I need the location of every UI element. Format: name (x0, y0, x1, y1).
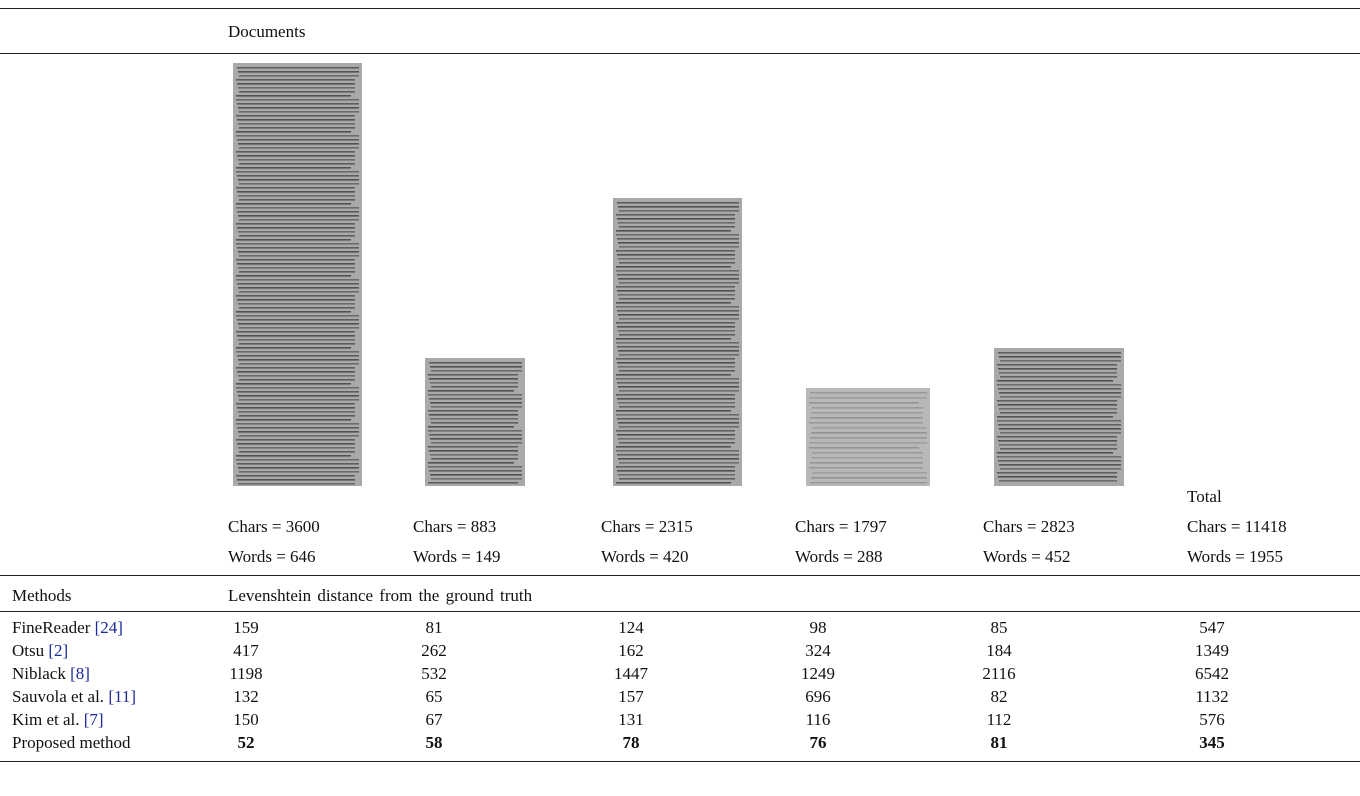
document-image (613, 198, 742, 486)
method-label: Proposed method (12, 733, 131, 752)
cell-value: 67 (394, 710, 474, 730)
rule (0, 575, 1360, 576)
document-image (425, 358, 525, 486)
rule (0, 8, 1360, 9)
doc-chars: Chars = 11418 (1187, 517, 1287, 537)
cell-value: 576 (1172, 710, 1252, 730)
cell-value: 131 (591, 710, 671, 730)
doc-words: Words = 452 (983, 547, 1071, 567)
method-label: Kim et al. (12, 710, 80, 729)
cell-value: 262 (394, 641, 474, 661)
cell-value: 124 (591, 618, 671, 638)
doc-words: Words = 646 (228, 547, 316, 567)
cell-value: 345 (1172, 733, 1252, 753)
method-label: Sauvola et al. (12, 687, 104, 706)
cell-value: 6542 (1172, 664, 1252, 684)
cell-value: 82 (959, 687, 1039, 707)
citation[interactable]: [8] (70, 664, 90, 683)
cell-value: 417 (206, 641, 286, 661)
cell-value: 116 (778, 710, 858, 730)
method-name: Otsu [2] (12, 641, 68, 661)
cell-value: 184 (959, 641, 1039, 661)
method-name: FineReader [24] (12, 618, 123, 638)
cell-value: 1249 (778, 664, 858, 684)
doc-words: Words = 288 (795, 547, 883, 567)
method-name: Sauvola et al. [11] (12, 687, 136, 707)
cell-value: 157 (591, 687, 671, 707)
page: Documents Total Methods Levenshtein dist… (0, 0, 1360, 796)
cell-value: 159 (206, 618, 286, 638)
cell-value: 76 (778, 733, 858, 753)
cell-value: 98 (778, 618, 858, 638)
metric-header: Levenshtein distance from the ground tru… (228, 586, 532, 606)
document-image (233, 63, 362, 486)
document-image (994, 348, 1124, 486)
cell-value: 150 (206, 710, 286, 730)
total-header: Total (1187, 487, 1222, 507)
doc-words: Words = 420 (601, 547, 689, 567)
cell-value: 324 (778, 641, 858, 661)
doc-chars: Chars = 1797 (795, 517, 887, 537)
cell-value: 81 (959, 733, 1039, 753)
cell-value: 2116 (959, 664, 1039, 684)
cell-value: 112 (959, 710, 1039, 730)
cell-value: 696 (778, 687, 858, 707)
doc-chars: Chars = 883 (413, 517, 496, 537)
cell-value: 52 (206, 733, 286, 753)
cell-value: 58 (394, 733, 474, 753)
cell-value: 78 (591, 733, 671, 753)
doc-chars: Chars = 2315 (601, 517, 693, 537)
citation[interactable]: [2] (48, 641, 68, 660)
cell-value: 162 (591, 641, 671, 661)
rule (0, 53, 1360, 54)
cell-value: 1132 (1172, 687, 1252, 707)
cell-value: 1447 (591, 664, 671, 684)
cell-value: 1198 (206, 664, 286, 684)
method-name: Niblack [8] (12, 664, 90, 684)
documents-header: Documents (228, 22, 305, 42)
method-name: Proposed method (12, 733, 131, 753)
method-label: FineReader (12, 618, 90, 637)
doc-words: Words = 149 (413, 547, 501, 567)
method-label: Otsu (12, 641, 44, 660)
citation[interactable]: [24] (95, 618, 123, 637)
document-image (806, 388, 930, 486)
doc-chars: Chars = 2823 (983, 517, 1075, 537)
citation[interactable]: [7] (84, 710, 104, 729)
rule (0, 611, 1360, 612)
cell-value: 85 (959, 618, 1039, 638)
method-name: Kim et al. [7] (12, 710, 104, 730)
cell-value: 81 (394, 618, 474, 638)
cell-value: 547 (1172, 618, 1252, 638)
cell-value: 65 (394, 687, 474, 707)
citation[interactable]: [11] (108, 687, 136, 706)
cell-value: 532 (394, 664, 474, 684)
doc-chars: Chars = 3600 (228, 517, 320, 537)
method-label: Niblack (12, 664, 66, 683)
doc-words: Words = 1955 (1187, 547, 1283, 567)
cell-value: 1349 (1172, 641, 1252, 661)
methods-header: Methods (12, 586, 72, 606)
rule (0, 761, 1360, 762)
cell-value: 132 (206, 687, 286, 707)
